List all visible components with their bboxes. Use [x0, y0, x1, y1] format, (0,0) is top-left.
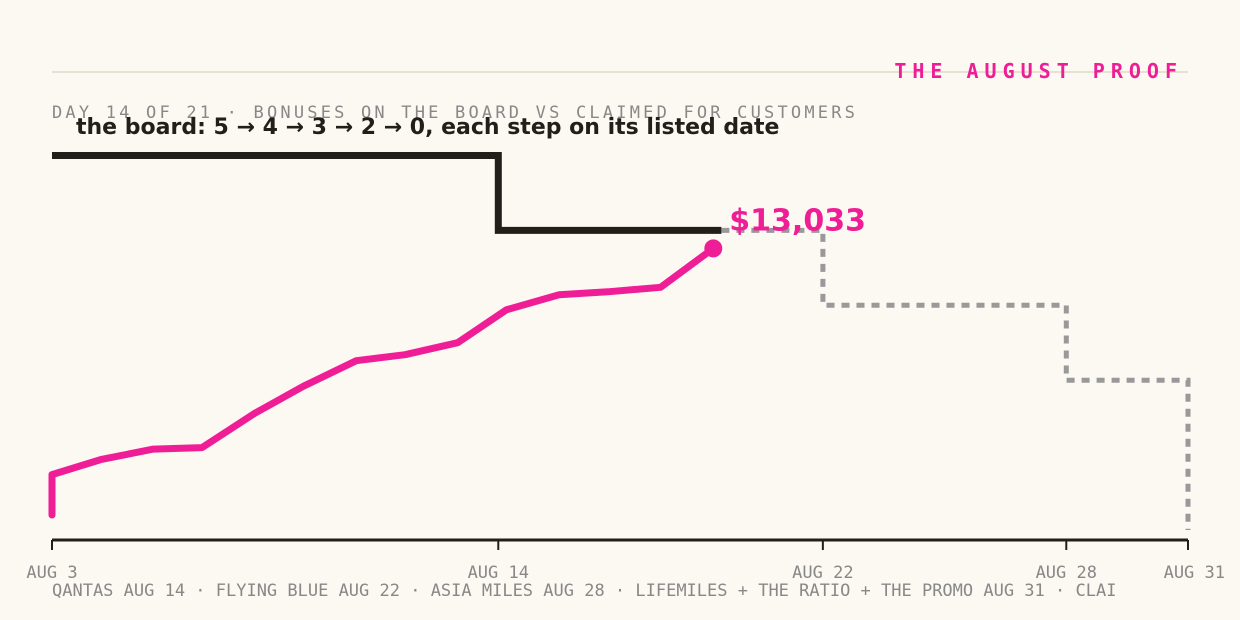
- kicker-label: THE AUGUST PROOF: [894, 59, 1183, 83]
- x-tick-label: AUG 3: [26, 563, 77, 583]
- x-tick-label: AUG 14: [468, 563, 529, 583]
- claimed-end-point: [704, 239, 723, 258]
- footer-note: QANTAS AUG 14 · FLYING BLUE AUG 22 · ASI…: [52, 581, 1116, 601]
- x-tick-label: AUG 22: [792, 563, 853, 583]
- board-annotation: the board: 5 → 4 → 3 → 2 → 0, each step …: [76, 115, 779, 140]
- end-value-label: $13,033: [729, 203, 866, 238]
- subtitle: DAY 14 OF 21 · BONUSES ON THE BOARD VS C…: [52, 103, 858, 123]
- board-step-line: [52, 152, 722, 234]
- claimed-line: [48, 244, 717, 519]
- x-tick-label: AUG 28: [1036, 563, 1097, 583]
- x-tick-label: AUG 31: [1164, 563, 1225, 583]
- x-ticks: AUG 3 AUG 14 AUG 22 AUG 28 AUG 31: [26, 540, 1225, 583]
- board-scheduled-step-line: [721, 227, 1191, 530]
